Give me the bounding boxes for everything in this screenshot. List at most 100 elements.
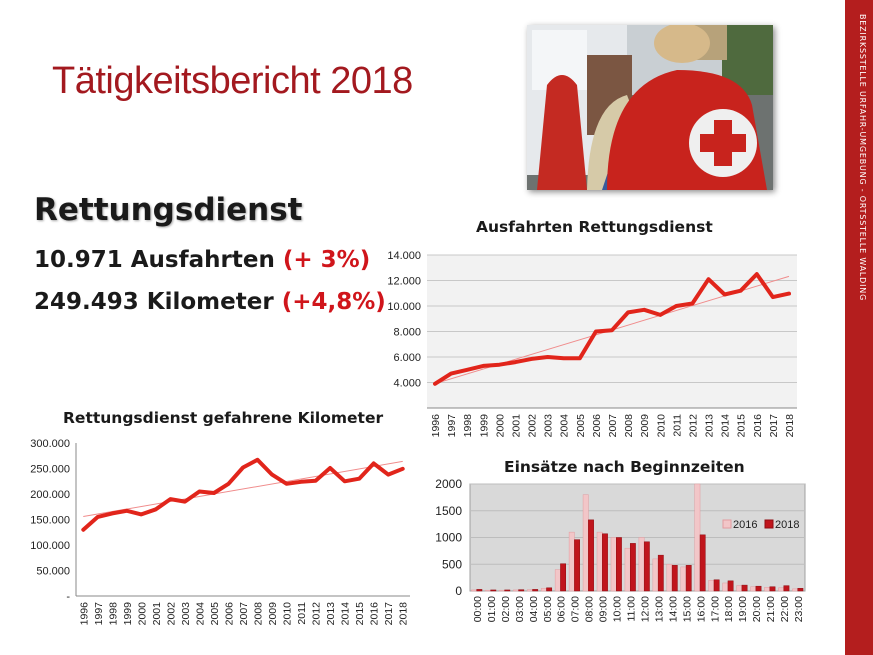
data-point (546, 355, 550, 359)
bar-2018 (657, 554, 664, 592)
y-tick-label: 14.000 (387, 250, 421, 262)
y-tick-label: 4.000 (393, 378, 421, 390)
chart-ausfahrten: 14.000 12.000 10.000 8.000 6.000 4.000 1996 199… (387, 250, 797, 438)
x-tick-label: 2018 (398, 602, 410, 626)
x-tick-label: 20:00 (751, 596, 763, 622)
data-point (690, 301, 694, 305)
x-tick-label: 1996 (78, 602, 90, 626)
data-point (226, 482, 230, 486)
chart-kilometer: 300.000 250.000 200.000 150.000 100.000 50.00… (30, 438, 410, 626)
legend-label: 2018 (775, 519, 799, 531)
x-tick-label: 2011 (296, 602, 308, 625)
x-tick-label: 2018 (784, 414, 796, 438)
x-tick-label: 06:00 (556, 596, 568, 622)
bar-2018 (504, 589, 511, 592)
y-tick-label: 250.000 (30, 464, 70, 476)
data-point (481, 364, 485, 368)
legend-swatch-2018 (764, 519, 774, 529)
data-point (125, 509, 129, 513)
data-point (787, 292, 791, 296)
data-point (328, 466, 332, 470)
data-point (642, 308, 646, 312)
x-tick-label: 2012 (311, 602, 323, 626)
x-tick-label: 08:00 (584, 596, 596, 622)
x-tick-label: 2009 (267, 602, 279, 626)
x-tick-label: 2009 (639, 414, 651, 438)
bar-2016 (750, 586, 757, 592)
x-tick-label: 2005 (209, 602, 221, 626)
bar-2016 (485, 589, 491, 592)
data-point (530, 357, 534, 361)
x-tick-label: 2013 (704, 414, 716, 438)
x-tick-label: 2013 (325, 602, 337, 626)
bar-2016 (499, 589, 505, 592)
stat-kilometer-change: (+4,8%) (281, 289, 386, 315)
data-point (578, 356, 582, 360)
x-tick-label: 2002 (527, 414, 539, 438)
x-tick-label: 19:00 (737, 596, 749, 622)
bar-2018 (518, 589, 525, 592)
x-tick-label: 2017 (383, 602, 395, 626)
data-point (626, 310, 630, 314)
x-tick-label: 1997 (93, 602, 105, 626)
data-point (372, 461, 376, 465)
bar-2018 (490, 589, 497, 592)
chart1-title: Ausfahrten Rettungsdienst (476, 218, 713, 236)
bar-2016 (778, 587, 785, 592)
bar-2018 (741, 584, 748, 592)
x-tick-label: 04:00 (528, 596, 540, 622)
bar-2018 (546, 587, 553, 592)
x-tick-label: 1999 (122, 602, 134, 626)
data-point (96, 515, 100, 519)
data-point (707, 277, 711, 281)
data-point (183, 500, 187, 504)
y-tick-label: 150.000 (30, 515, 70, 527)
bar-2016 (652, 558, 659, 592)
data-point (168, 497, 172, 501)
y-tick-label: 2000 (435, 478, 462, 491)
bar-2016 (792, 588, 798, 592)
x-tick-label: 11:00 (626, 596, 638, 622)
x-tick-label: 2002 (165, 602, 177, 626)
x-tick-label: 2011 (671, 414, 683, 437)
bar-2018 (602, 533, 608, 592)
data-point (139, 512, 143, 516)
trendline (83, 460, 403, 518)
bar-2018 (560, 563, 567, 592)
x-tick-label: 1997 (446, 414, 458, 438)
chart2-title: Rettungsdienst gefahrene Kilometer (63, 409, 384, 427)
bar-2018 (616, 537, 622, 592)
x-tick-label: 13:00 (653, 596, 665, 622)
bar-2016 (540, 588, 547, 592)
y-tick-label: 12.000 (387, 276, 421, 288)
chart3-title: Einsätze nach Beginnzeiten (504, 458, 745, 476)
bar-2018 (797, 588, 804, 592)
bar-2018 (476, 589, 483, 592)
x-tick-label: 2003 (180, 602, 192, 626)
y-tick-label: 8.000 (393, 327, 421, 339)
bar-2016 (471, 589, 477, 592)
x-tick-label: 1998 (107, 602, 119, 626)
data-point (739, 289, 743, 293)
bar-2016 (513, 589, 519, 592)
bar-2016 (582, 494, 589, 592)
x-tick-label: 2007 (607, 414, 619, 438)
bar-2018 (588, 519, 594, 592)
x-tick-label: 2008 (253, 602, 265, 626)
x-tick-label: 2005 (575, 414, 587, 438)
bar-2018 (755, 585, 762, 592)
x-tick-label: 2014 (720, 414, 732, 438)
bar-2016 (722, 582, 729, 592)
x-tick-label: 2015 (736, 414, 748, 438)
data-point (610, 328, 614, 332)
data-point (771, 295, 775, 299)
y-tick-label: 10.000 (387, 301, 421, 313)
side-label: BEZIRKSSTELLE URFAHR-UMGEBUNG - ORTSSTEL… (858, 14, 867, 302)
bar-2016 (596, 531, 603, 592)
data-point (212, 491, 216, 495)
x-tick-label: 2004 (194, 602, 206, 626)
bar-2016 (666, 564, 673, 592)
bar-2018 (769, 586, 776, 592)
data-point (497, 363, 501, 367)
x-tick-label: 02:00 (500, 596, 512, 622)
